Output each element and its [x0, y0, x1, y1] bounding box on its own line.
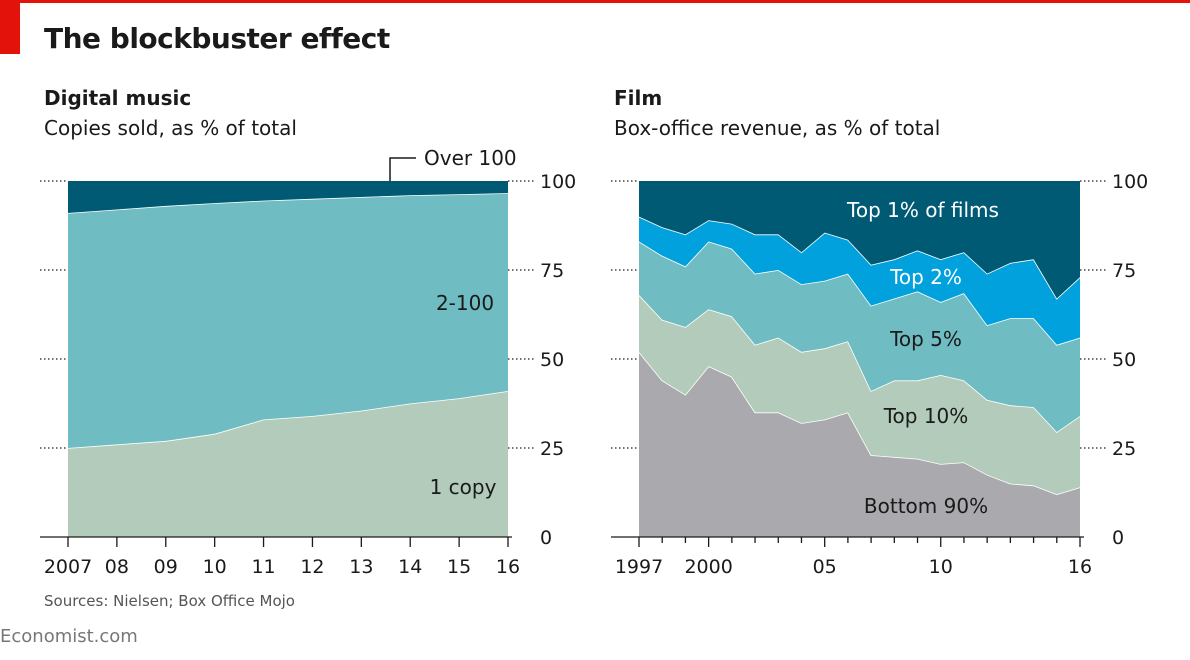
area-bottom-90 — [639, 351, 1080, 537]
area-top-10 — [639, 294, 1080, 495]
music-chart: 1 copy 2-100 0 25 50 75 100 2007 08 09 10 11 12 13 14 1… — [40, 146, 576, 578]
area-top-1-of-films — [639, 181, 1080, 299]
top-rule — [0, 0, 1190, 3]
y-tick-label-75: 75 — [540, 260, 564, 282]
source-note: Sources: Nielsen; Box Office Mojo — [44, 592, 295, 610]
brand-tag — [0, 0, 20, 54]
x-tick-label-2011: 11 — [251, 556, 275, 578]
x-tick-label-2012: 12 — [300, 556, 324, 578]
x-tick-label-2016: 16 — [1068, 556, 1092, 578]
x-tick-label-2007: 2007 — [44, 556, 92, 578]
x-tick-label-2000: 2000 — [684, 556, 732, 578]
x-tick-label-2005: 05 — [813, 556, 837, 578]
area-2-100 — [68, 193, 508, 448]
y-tick-label-0: 0 — [1112, 527, 1124, 549]
y-tick-label-100: 100 — [540, 171, 576, 193]
film-panel-subtitle: Box-office revenue, as % of total — [614, 116, 941, 140]
x-tick-label-2010: 10 — [203, 556, 227, 578]
series-label-2-100: 2-100 — [436, 291, 494, 315]
y-tick-label-100: 100 — [1112, 171, 1148, 193]
y-tick-label-75: 75 — [1112, 260, 1136, 282]
music-panel-title: Digital music — [44, 86, 192, 110]
x-tick-label-2010: 10 — [929, 556, 953, 578]
music-panel-subtitle: Copies sold, as % of total — [44, 116, 297, 140]
series-label-1-copy: 1 copy — [430, 475, 497, 499]
x-tick-label-2013: 13 — [349, 556, 373, 578]
x-tick-label-2009: 09 — [154, 556, 178, 578]
x-tick-label-2016: 16 — [496, 556, 520, 578]
series-label-over-100: Over 100 — [424, 146, 517, 170]
film-chart: Bottom 90% Top 10% Top 5% Top 2% Top 1% of f… — [611, 171, 1148, 578]
series-label-top-1-of-films: Top 1% of films — [846, 198, 999, 222]
page-title: The blockbuster effect — [44, 22, 390, 55]
over-100-leader-line — [389, 157, 416, 181]
y-tick-label-50: 50 — [1112, 349, 1136, 371]
y-tick-label-25: 25 — [1112, 438, 1136, 460]
series-label-top-10: Top 10% — [883, 404, 969, 428]
film-panel-title: Film — [614, 86, 663, 110]
y-tick-label-0: 0 — [540, 527, 552, 549]
series-label-bottom-90: Bottom 90% — [864, 494, 988, 518]
y-tick-label-25: 25 — [540, 438, 564, 460]
area-top-5 — [639, 241, 1080, 432]
x-tick-label-2014: 14 — [398, 556, 422, 578]
area-1-copy — [68, 391, 508, 537]
x-tick-label-1997: 1997 — [615, 556, 663, 578]
x-tick-label-2015: 15 — [447, 556, 471, 578]
x-tick-label-2008: 08 — [105, 556, 129, 578]
y-tick-label-50: 50 — [540, 349, 564, 371]
series-label-top-2: Top 2% — [889, 265, 962, 289]
area-over-100 — [68, 181, 508, 213]
brand-footer: Economist.com — [0, 626, 138, 647]
area-top-2 — [639, 216, 1080, 345]
series-label-top-5: Top 5% — [889, 327, 962, 351]
